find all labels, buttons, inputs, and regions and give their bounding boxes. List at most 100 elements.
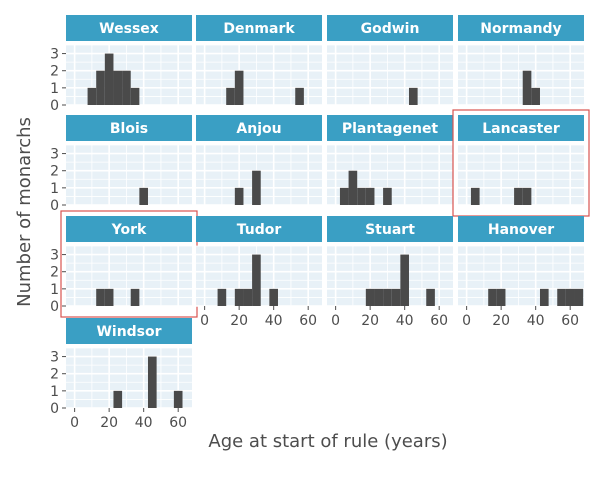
facet-title: Tudor [237,222,282,238]
y-tick-label: 2 [50,367,59,383]
histogram-bar [234,70,244,105]
histogram-bar [408,87,418,105]
x-tick-label: 0 [462,313,471,329]
y-tick-label: 3 [50,47,59,63]
y-tick-label: 0 [50,299,59,315]
facet-panel-godwin: Godwin [327,15,453,106]
y-tick-label: 1 [50,81,59,97]
facet-title: Hanover [488,222,554,238]
x-tick-label: 60 [169,415,187,431]
histogram-bar [252,170,261,205]
x-tick-label: 20 [100,415,118,431]
facet-strip [458,15,584,41]
facet-title: Godwin [361,21,420,37]
histogram-bar [574,288,584,306]
y-tick-label: 3 [50,248,59,264]
x-tick-label: 0 [200,313,209,329]
panel-background [66,246,192,306]
histogram-bar [122,70,131,105]
facet-panel-normandy: Normandy [458,15,584,106]
facet-strip [327,216,453,242]
histogram-bar [104,53,114,105]
y-tick-label: 0 [50,401,59,417]
histogram-bar [113,70,123,105]
x-tick-label: 40 [527,313,545,329]
histogram-bar [217,288,227,306]
facet-title: Normandy [480,21,561,37]
facet-title: Windsor [96,324,161,340]
x-tick-label: 40 [135,415,153,431]
x-tick-label: 0 [331,313,340,329]
histogram-bar [374,288,384,306]
facet-title: Wessex [99,21,159,37]
y-tick-label: 2 [50,265,59,281]
histogram-bar [252,254,261,306]
histogram-bar [339,187,349,205]
x-tick-label: 60 [430,313,448,329]
histogram-bar [357,187,366,205]
histogram-bar [269,288,278,306]
y-tick-label: 1 [50,282,59,298]
histogram-bar [87,87,97,105]
x-tick-label: 20 [230,313,248,329]
histogram-bar [488,288,497,306]
panel-background [66,348,192,408]
histogram-bar [496,288,506,306]
y-tick-label: 1 [50,181,59,197]
facet-strip [66,216,192,242]
histogram-bar [383,288,392,306]
histogram-bar [365,187,375,205]
histogram-bar [531,87,540,105]
x-tick-label: 60 [561,313,579,329]
histogram-bar [243,288,253,306]
histogram-bar [130,87,140,105]
x-tick-label: 40 [265,313,283,329]
facet-panel-anjou: Anjou [196,115,322,206]
histogram-bar [522,70,532,105]
facet-panel-tudor: Tudor 0 20 40 60 [196,216,322,329]
histogram-bar [383,187,392,205]
facet-title: Plantagenet [342,121,439,137]
histogram-bar [139,187,148,205]
histogram-bar [96,70,105,105]
facet-strip [196,15,322,41]
facet-strip [327,15,453,41]
facet-panel-lancaster: Lancaster [452,109,590,217]
facet-title: Lancaster [482,121,560,137]
histogram-bar [113,390,123,408]
x-tick-label: 0 [70,415,79,431]
facet-panel-hanover: Hanover 0 20 40 60 [458,216,584,329]
y-tick-label: 0 [50,98,59,114]
x-tick-label: 60 [299,313,317,329]
y-tick-label: 1 [50,384,59,400]
y-tick-label: 3 [50,350,59,366]
histogram-bar [234,187,244,205]
histogram-bar [514,187,523,205]
y-tick-label: 2 [50,164,59,180]
y-tick-label: 2 [50,64,59,80]
histogram-bar [234,288,244,306]
facet-title: Anjou [236,121,281,137]
histogram-bar [130,288,140,306]
facet-title: Blois [110,121,148,137]
x-tick-label: 40 [396,313,414,329]
histogram-bar [365,288,375,306]
facet-panel-plantagenet: Plantagenet [327,115,453,206]
histogram-bar [147,356,157,408]
histogram-bar [470,187,480,205]
x-tick-label: 20 [361,313,379,329]
histogram-bar [173,390,183,408]
histogram-bar [565,288,575,306]
facet-panel-denmark: Denmark [196,15,322,106]
panel-background [66,145,192,205]
histogram-bar [226,87,235,105]
histogram-bar [104,288,114,306]
x-tick-label: 20 [492,313,510,329]
panel-background [458,45,584,105]
histogram-bar [426,288,435,306]
